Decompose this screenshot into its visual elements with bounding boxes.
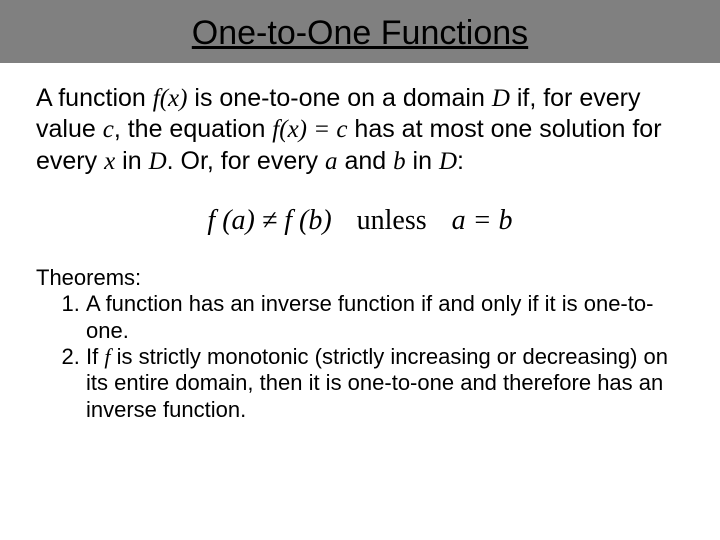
formula: f (a) ≠ f (b) unless a = b xyxy=(207,205,512,236)
def-a: a xyxy=(325,148,338,175)
def-text: , the equation xyxy=(114,115,272,143)
theorem-item: A function has an inverse function if an… xyxy=(86,291,684,344)
theorem-2-pre: If xyxy=(86,344,104,369)
definition-paragraph: A function f(x) is one-to-one on a domai… xyxy=(36,83,684,177)
formula-lhs: f (a) ≠ f (b) xyxy=(207,205,331,236)
def-text: and xyxy=(338,147,394,175)
title-bar: One-to-One Functions xyxy=(0,0,720,63)
theorem-item: If f is strictly monotonic (strictly inc… xyxy=(86,344,684,423)
content-area: A function f(x) is one-to-one on a domai… xyxy=(0,63,720,177)
def-c: c xyxy=(103,116,114,143)
formula-block: f (a) ≠ f (b) unless a = b xyxy=(0,177,720,265)
def-D3: D xyxy=(439,148,457,175)
def-eq: f(x) = c xyxy=(272,116,347,143)
theorem-1-text: A function has an inverse function if an… xyxy=(86,291,653,342)
theorems-heading: Theorems: xyxy=(36,265,684,291)
def-text: is one-to-one on a domain xyxy=(187,84,491,112)
def-fx: f(x) xyxy=(153,85,188,112)
page-title: One-to-One Functions xyxy=(192,14,528,53)
formula-unless: unless xyxy=(339,205,445,236)
def-text: : xyxy=(457,147,464,175)
def-text: . Or, for every xyxy=(167,147,325,175)
theorem-list: A function has an inverse function if an… xyxy=(36,291,684,423)
def-D: D xyxy=(492,85,510,112)
def-x: x xyxy=(104,148,115,175)
formula-rhs: a = b xyxy=(452,205,513,236)
theorems-block: Theorems: A function has an inverse func… xyxy=(0,265,720,423)
def-text: in xyxy=(115,147,148,175)
def-text: A function xyxy=(36,84,153,112)
def-text: in xyxy=(406,147,439,175)
def-b: b xyxy=(393,148,406,175)
theorem-2-post: is strictly monotonic (strictly increasi… xyxy=(86,344,668,422)
def-D2: D xyxy=(149,148,167,175)
